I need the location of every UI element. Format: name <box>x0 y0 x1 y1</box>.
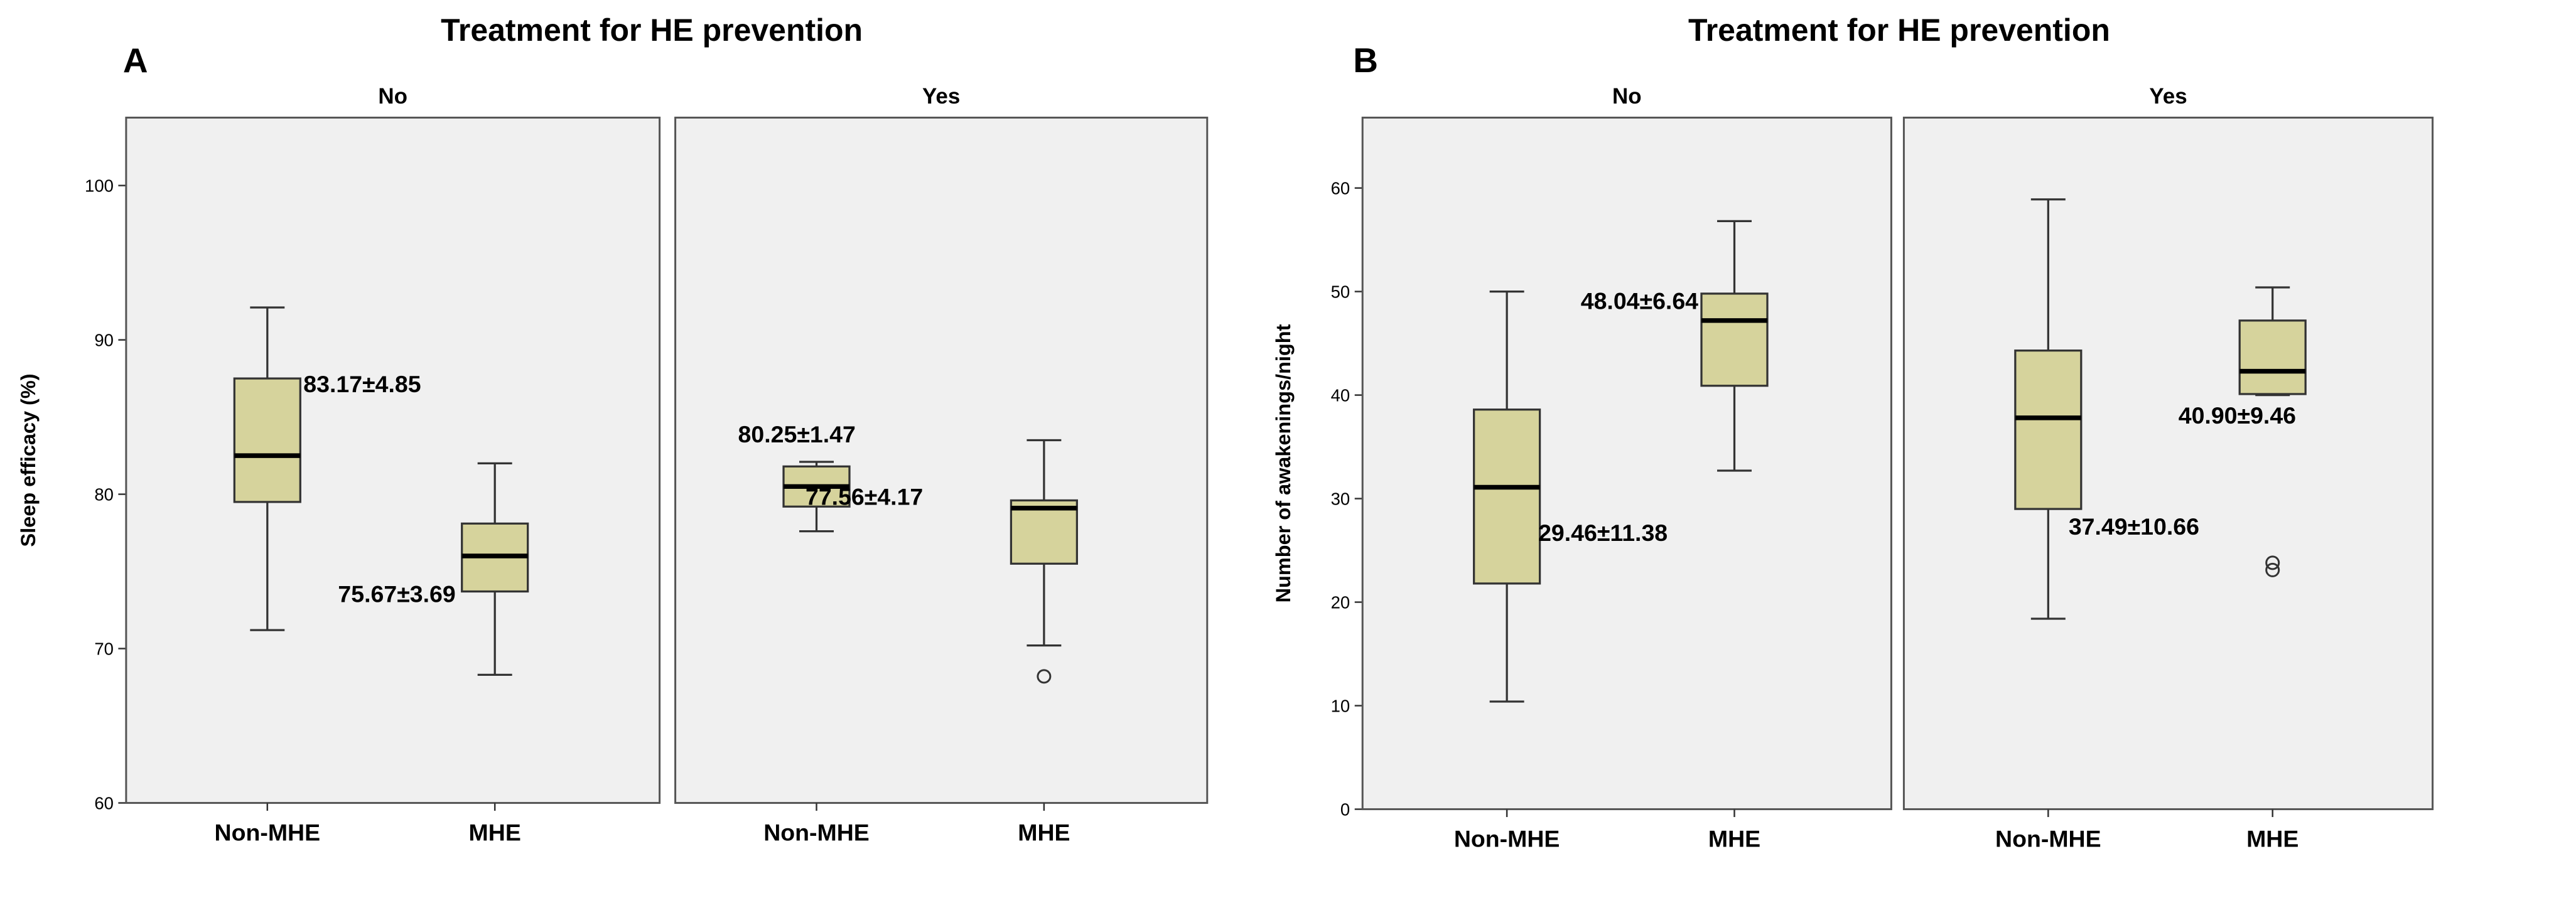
value-label: 77.56±4.17 <box>806 484 923 510</box>
box <box>2238 319 2307 395</box>
y-tick-label: 0 <box>1340 800 1350 820</box>
x-tick-label: MHE <box>469 820 521 846</box>
x-tick-label: Non-MHE <box>1995 826 2101 852</box>
value-label: 40.90±9.46 <box>2179 402 2296 429</box>
y-tick-label: 60 <box>94 794 114 813</box>
value-label: 80.25±1.47 <box>738 421 856 447</box>
box <box>2014 350 2083 510</box>
value-label: 75.67±3.69 <box>338 581 455 607</box>
value-label: 37.49±10.66 <box>2069 513 2199 540</box>
value-label: 83.17±4.85 <box>303 371 421 397</box>
box <box>1473 409 1541 585</box>
y-tick-label: 100 <box>85 176 114 196</box>
y-tick-label: 70 <box>94 639 114 659</box>
outlier <box>2265 562 2280 577</box>
outlier <box>2265 555 2280 570</box>
panel-label: A <box>123 41 148 80</box>
x-tick-label: MHE <box>1018 820 1070 846</box>
facet-label: No <box>378 84 407 109</box>
box <box>233 377 301 503</box>
y-axis-label: Sleep efficacy (%) <box>17 373 40 547</box>
facet-label: No <box>1612 84 1642 109</box>
facet-panel <box>674 116 1209 804</box>
panel-label: B <box>1353 41 1378 80</box>
y-tick-label: 80 <box>94 485 114 505</box>
x-tick-label: Non-MHE <box>763 820 870 846</box>
y-tick-label: 50 <box>1331 282 1350 302</box>
box <box>1010 499 1078 565</box>
value-label: 29.46±11.38 <box>1538 520 1668 546</box>
y-tick-label: 30 <box>1331 489 1350 509</box>
value-label: 48.04±6.64 <box>1581 287 1698 314</box>
x-tick-label: Non-MHE <box>215 820 321 846</box>
facet-panel <box>125 116 661 804</box>
y-tick-label: 90 <box>94 331 114 350</box>
y-tick-label: 10 <box>1331 697 1350 716</box>
y-tick-label: 20 <box>1331 593 1350 612</box>
x-tick-label: MHE <box>2246 826 2298 852</box>
y-axis-label: Number of awakenings/night <box>1272 324 1295 602</box>
y-tick-label: 40 <box>1331 386 1350 405</box>
box <box>1700 292 1769 387</box>
chart-title: Treatment for HE prevention <box>441 13 863 48</box>
x-tick-label: Non-MHE <box>1454 826 1560 852</box>
facet-label: Yes <box>2149 84 2187 109</box>
facet-panel <box>1361 116 1892 811</box>
chart-title: Treatment for HE prevention <box>1688 13 2110 48</box>
x-tick-label: MHE <box>1708 826 1760 852</box>
outlier <box>1037 669 1052 684</box>
y-tick-label: 60 <box>1331 179 1350 198</box>
facet-panel <box>1902 116 2434 811</box>
facet-label: Yes <box>922 84 960 109</box>
